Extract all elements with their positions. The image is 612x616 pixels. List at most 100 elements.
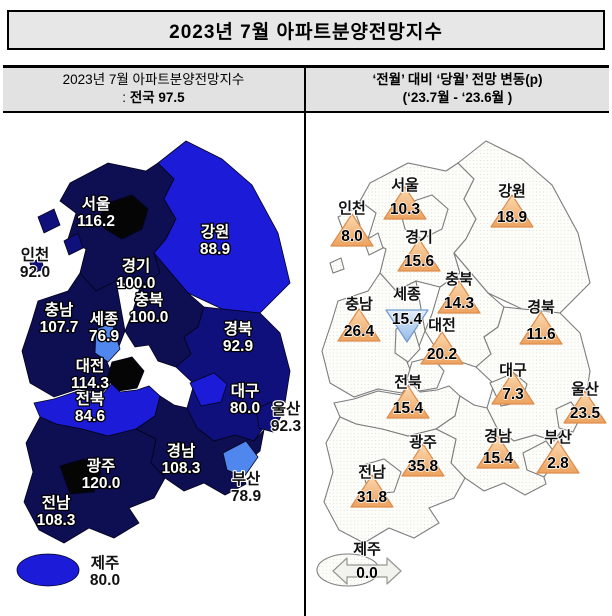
region-incheon-name-label: 인천: [21, 246, 50, 264]
region-seoul-name-label: 서울: [82, 195, 111, 213]
right-header-line1: ‘전월’ 대비 ‘당월’ 전망 변동(p): [372, 72, 543, 87]
left-header-line2-prefix: :: [122, 89, 130, 105]
marker-jeonnam-up-triangle: [350, 474, 394, 508]
marker-gyeonggi-up-triangle: [397, 238, 441, 272]
marker-jeonnam-change-value: 31.8: [357, 489, 388, 506]
region-gwangju-shape: [59, 458, 102, 495]
marker-ulsan-up-triangle: [563, 390, 607, 424]
region-gangwon-shape: [153, 140, 291, 314]
marker-gwangju-change-value: 35.8: [408, 458, 439, 475]
region-gyeongbuk-name-label: 경북: [224, 320, 253, 338]
region-incheon-index-value: 92.0: [20, 264, 50, 281]
table-header-row: 2023년 7월 아파트분양전망지수 : 전국 97.5 ‘전월’ 대비 ‘당월…: [3, 68, 609, 113]
region-sejong-shape: [94, 322, 121, 363]
marker-daegu-name-label: 대구: [499, 362, 527, 379]
marker-jeju-name-label: 제주: [353, 541, 381, 558]
region-gyeongbuk-index-value: 92.9: [223, 338, 254, 355]
table-body-row: 경기 100.0 강원 88.9 충북 100.0 충남 107.7 경북 92.9 전북 84.6 경…: [3, 112, 609, 616]
region-gwangju-index-value: 120.0: [82, 475, 121, 492]
region-chungnam-name-label: 충남: [45, 301, 74, 319]
marker-chungnam-change-value: 26.4: [344, 323, 375, 340]
marker-busan-change-value: 2.8: [547, 455, 569, 472]
change-map-panel: 경기 15.6 강원 18.9 충북 14.3 충남 26.4 경북 11.6 전북 15.4 경남 15…: [306, 113, 609, 616]
left-header-line1: 2023년 7월 아파트분양전망지수: [62, 72, 245, 87]
marker-jeju-flat-arrow: [332, 557, 402, 585]
marker-gangwon-name-label: 강원: [498, 182, 526, 200]
region-sejong-name-label: 세종: [90, 310, 119, 328]
region-jeju-name-label: 제주: [91, 554, 120, 572]
report-title-box: 2023년 7월 아파트분양전망지수: [7, 10, 605, 50]
marker-incheon-up-triangle: [330, 213, 374, 247]
marker-daegu-change-value: 7.3: [502, 386, 524, 403]
region-ulsan-shape: [255, 401, 282, 433]
region-chungbuk-index-value: 100.0: [130, 309, 169, 326]
region-gangwon-name-label: 강원: [201, 223, 230, 241]
region-gyeonggi-name-label: 경기: [122, 257, 151, 275]
region-daejeon-shape: [106, 356, 145, 392]
right-panel-header: ‘전월’ 대비 ‘당월’ 전망 변동(p) (‘23.7월 - ‘23.6월 ): [306, 68, 609, 111]
region-chungnam-index-value: 107.7: [40, 319, 79, 336]
region-jeonbuk-index-value: 84.6: [75, 408, 106, 425]
marker-ulsan-name-label: 울산: [571, 381, 599, 398]
region-daejeon-name-label: 대전: [76, 357, 105, 375]
marker-gwangju-up-triangle: [401, 443, 445, 477]
marker-seoul-name-label: 서울: [391, 177, 419, 194]
marker-jeju-change-value: 0.0: [356, 565, 378, 582]
marker-jeonbuk-change-value: 15.4: [393, 400, 424, 417]
region-jeonbuk-name-label: 전북: [76, 390, 105, 408]
region-busan-index-value: 78.9: [231, 488, 262, 505]
national-index-value: 전국 97.5: [129, 89, 185, 105]
marker-gangwon-up-triangle: [490, 194, 534, 228]
region-jeju-shape: [16, 553, 80, 587]
region-incheon-shape: [63, 232, 84, 256]
region-gyeongnam-index-value: 108.3: [162, 460, 201, 477]
region-chungbuk-name-label: 충북: [135, 291, 164, 309]
marker-daegu-up-triangle: [491, 371, 535, 405]
region-incheon-shape: [29, 257, 45, 274]
marker-gwangju-name-label: 광주: [409, 433, 437, 451]
region-gyeongnam-name-label: 경남: [167, 442, 196, 460]
region-incheon-shape: [37, 208, 61, 234]
region-ulsan-index-value: 92.3: [271, 418, 302, 435]
marker-gyeongnam-up-triangle: [476, 435, 520, 469]
marker-incheon-change-value: 8.0: [341, 228, 363, 245]
marker-ulsan-change-value: 23.5: [570, 405, 601, 422]
marker-chungnam-up-triangle: [337, 308, 381, 342]
marker-chungbuk-change-value: 14.3: [444, 295, 475, 312]
region-gangwon-index-value: 88.9: [200, 241, 231, 258]
region-daegu-name-label: 대구: [231, 382, 260, 400]
marker-jeonbuk-up-triangle: [386, 385, 430, 419]
marker-gyeonggi-name-label: 경기: [405, 228, 433, 246]
region-gyeonggi-index-value: 100.0: [117, 275, 156, 292]
right-header-line2: (‘23.7월 - ‘23.6월 ): [402, 89, 513, 105]
marker-incheon-name-label: 인천: [338, 199, 366, 217]
marker-busan-name-label: 부산: [544, 429, 572, 446]
marker-chungnam-name-label: 충남: [345, 296, 373, 313]
marker-chungbuk-name-label: 충북: [445, 271, 473, 288]
index-map-panel: 경기 100.0 강원 88.9 충북 100.0 충남 107.7 경북 92.9 전북 84.6 경…: [3, 112, 306, 616]
marker-daejeon-change-value: 20.2: [427, 346, 457, 363]
marker-jeonnam-name-label: 전남: [358, 464, 386, 481]
region-ulsan-name-label: 울산: [272, 400, 301, 418]
marker-seoul-up-triangle: [383, 186, 427, 220]
region-busan-shape: [222, 440, 259, 478]
marker-busan-up-triangle: [536, 440, 580, 474]
region-jeju-index-value: 80.0: [90, 572, 120, 589]
region-jeonnam-index-value: 108.3: [37, 512, 76, 529]
marker-gyeongbuk-up-triangle: [519, 311, 563, 345]
marker-gyeongnam-change-value: 15.4: [483, 450, 514, 467]
region-jeonnam-name-label: 전남: [42, 494, 71, 512]
change-marker-map: 경기 15.6 강원 18.9 충북 14.3 충남 26.4 경북 11.6 전북 15.4 경남 15…: [316, 139, 607, 587]
marker-chungbuk-up-triangle: [437, 280, 481, 314]
marker-daejeon-up-triangle: [420, 331, 464, 365]
region-daegu-shape: [189, 372, 228, 407]
region-daejeon-index-value: 114.3: [71, 375, 109, 392]
region-seoul-shape: [100, 194, 149, 240]
region-incheon-outline: [329, 256, 345, 274]
marker-gyeongbuk-change-value: 11.6: [526, 326, 556, 343]
marker-daejeon-name-label: 대전: [428, 317, 456, 334]
marker-seoul-change-value: 10.3: [390, 201, 421, 218]
marker-gyeonggi-change-value: 15.6: [404, 253, 435, 270]
